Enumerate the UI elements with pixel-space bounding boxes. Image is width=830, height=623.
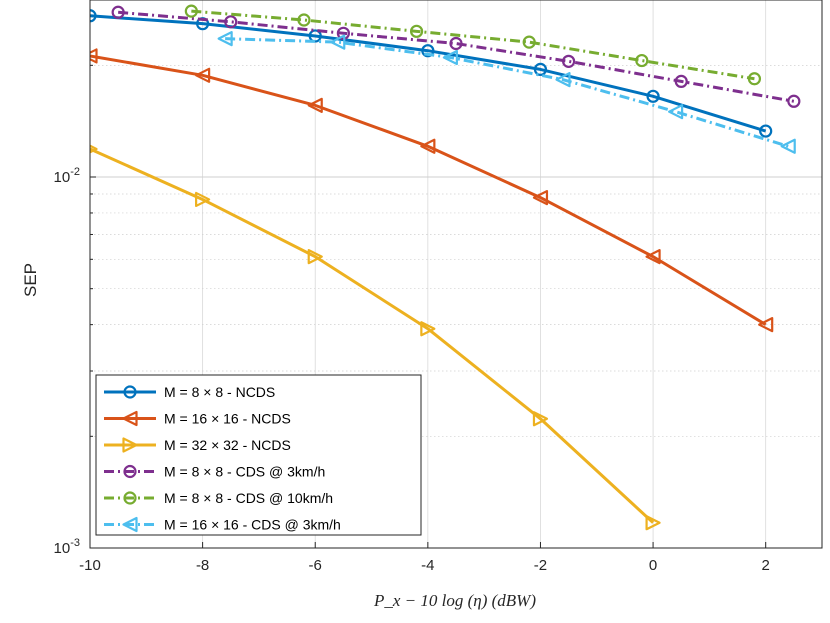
data-point-triangle xyxy=(90,48,98,64)
series-m-8-8-cds-10km-h xyxy=(184,4,762,86)
y-tick-label: 10-3 xyxy=(54,537,80,557)
legend-label: M = 8 × 8 - CDS @ 3km/h xyxy=(164,464,325,480)
legend-item: M = 16 × 16 - NCDS xyxy=(104,411,291,427)
legend-label: M = 32 × 32 - NCDS xyxy=(164,437,291,453)
x-tick-label: 0 xyxy=(649,557,657,574)
data-point-triangle xyxy=(442,49,458,66)
data-point-triangle xyxy=(307,249,323,265)
data-point-circle xyxy=(562,54,576,68)
legend-item: M = 8 × 8 - CDS @ 10km/h xyxy=(104,490,333,506)
data-point-circle xyxy=(224,15,238,29)
series-m-8-8-ncds xyxy=(90,9,773,138)
data-point-circle xyxy=(409,24,424,38)
x-tick-label: 2 xyxy=(762,557,770,574)
data-point-triangle xyxy=(645,515,661,531)
x-tick-label: -10 xyxy=(79,557,101,574)
data-point-circle xyxy=(308,29,322,43)
y-tick-label: 10-2 xyxy=(54,166,80,186)
data-point-triangle xyxy=(532,190,549,206)
data-point-triangle xyxy=(330,34,346,50)
legend-label: M = 8 × 8 - NCDS xyxy=(164,384,275,400)
data-point-circle xyxy=(449,36,463,51)
data-point-triangle xyxy=(780,138,796,154)
legend-label: M = 8 × 8 - CDS @ 10km/h xyxy=(164,490,333,506)
series-m-32-32-ncds xyxy=(90,144,661,531)
x-tick-label: -4 xyxy=(421,557,434,574)
legend: M = 8 × 8 - NCDS M = 16 × 16 - NCDS M = 32… xyxy=(95,374,422,536)
series-m-16-16-cds-3km-h xyxy=(217,31,796,154)
series-line xyxy=(118,10,795,103)
data-point-triangle xyxy=(195,191,211,208)
plot-area-border xyxy=(89,0,823,549)
ticks: -10 -8 -6 -4 -2 0 2 10-2 10-3 xyxy=(54,0,770,574)
x-axis-label: P_x − 10 log (η) (dBW) xyxy=(373,591,536,610)
data-point-triangle xyxy=(307,97,323,113)
data-point-circle xyxy=(787,94,801,108)
series-line xyxy=(90,14,767,133)
data-point-triangle xyxy=(532,411,549,427)
legend-item: M = 8 × 8 - CDS @ 3km/h xyxy=(104,464,325,480)
data-point-circle xyxy=(421,44,435,58)
data-point-circle xyxy=(747,72,762,86)
data-point-triangle xyxy=(758,317,774,333)
series-line xyxy=(90,54,767,326)
data-point-triangle xyxy=(217,31,233,47)
series-m-16-16-ncds xyxy=(90,48,774,333)
x-tick-label: -8 xyxy=(196,557,209,574)
data-point-triangle xyxy=(122,437,138,453)
series-line xyxy=(225,37,789,148)
legend-box xyxy=(95,374,422,536)
data-point-triangle xyxy=(122,516,138,533)
series-line xyxy=(191,9,755,81)
data-point-circle xyxy=(533,62,548,77)
data-point-circle xyxy=(674,74,688,89)
series-layer xyxy=(90,4,801,531)
x-tick-label: -6 xyxy=(309,557,322,574)
data-point-circle xyxy=(90,9,97,23)
data-point-triangle xyxy=(555,72,571,88)
data-point-circle xyxy=(123,464,137,479)
data-point-circle xyxy=(646,89,660,103)
data-point-circle xyxy=(123,491,137,505)
data-point-circle xyxy=(759,124,773,138)
data-point-circle xyxy=(635,53,649,68)
data-point-circle xyxy=(111,5,125,19)
y-axis-label: SEP xyxy=(21,263,40,297)
data-point-triangle xyxy=(195,67,211,83)
x-tick-label: -2 xyxy=(534,557,547,574)
legend-label: M = 16 × 16 - NCDS xyxy=(164,411,291,427)
data-point-circle xyxy=(522,35,536,49)
data-point-circle xyxy=(184,4,198,18)
data-point-triangle xyxy=(420,321,436,337)
data-point-circle xyxy=(297,13,311,27)
data-point-triangle xyxy=(667,104,684,120)
data-point-circle xyxy=(123,385,137,399)
legend-item: M = 8 × 8 - NCDS xyxy=(104,384,275,400)
legend-item: M = 16 × 16 - CDS @ 3km/h xyxy=(104,517,341,533)
legend-item: M = 32 × 32 - NCDS xyxy=(104,437,291,453)
data-point-triangle xyxy=(420,138,436,154)
data-point-triangle xyxy=(122,410,138,427)
legend-label: M = 16 × 16 - CDS @ 3km/h xyxy=(164,517,341,533)
data-point-triangle xyxy=(645,249,661,265)
series-line xyxy=(90,147,655,524)
